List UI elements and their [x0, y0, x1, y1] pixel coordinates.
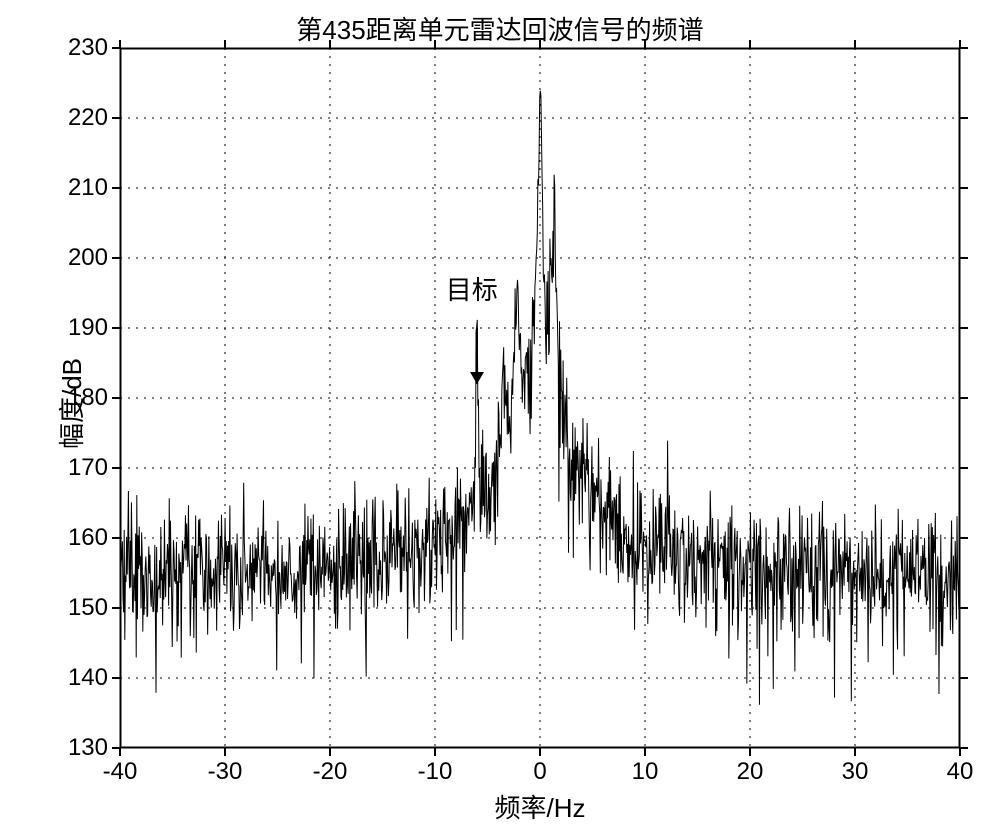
x-tick-label: -10 [410, 758, 460, 786]
annotation-arrow-head [470, 372, 484, 384]
x-tick-label: -30 [200, 758, 250, 786]
y-tick-label: 160 [68, 524, 108, 552]
chart-title: 第435距离单元雷达回波信号的频谱 [0, 10, 1000, 47]
y-tick-label: 140 [68, 664, 108, 692]
figure: 第435距离单元雷达回波信号的频谱 幅度/dB 频率/Hz 目标 -40-30-… [0, 0, 1000, 827]
x-tick-label: 20 [725, 758, 775, 786]
x-axis-label: 频率/Hz [120, 788, 960, 825]
x-tick-label: 10 [620, 758, 670, 786]
x-tick-label: 30 [830, 758, 880, 786]
y-tick-label: 170 [68, 454, 108, 482]
x-tick-label: -40 [95, 758, 145, 786]
y-tick-label: 180 [68, 384, 108, 412]
annotation-target-label: 目标 [446, 270, 498, 307]
y-tick-label: 210 [68, 174, 108, 202]
x-tick-label: 40 [935, 758, 985, 786]
y-tick-label: 230 [68, 34, 108, 62]
y-tick-label: 220 [68, 104, 108, 132]
y-tick-label: 190 [68, 314, 108, 342]
x-tick-label: -20 [305, 758, 355, 786]
x-tick-label: 0 [515, 758, 565, 786]
plot-svg [120, 48, 960, 748]
y-tick-label: 130 [68, 734, 108, 762]
y-tick-label: 150 [68, 594, 108, 622]
y-tick-label: 200 [68, 244, 108, 272]
plot-area [120, 48, 960, 748]
